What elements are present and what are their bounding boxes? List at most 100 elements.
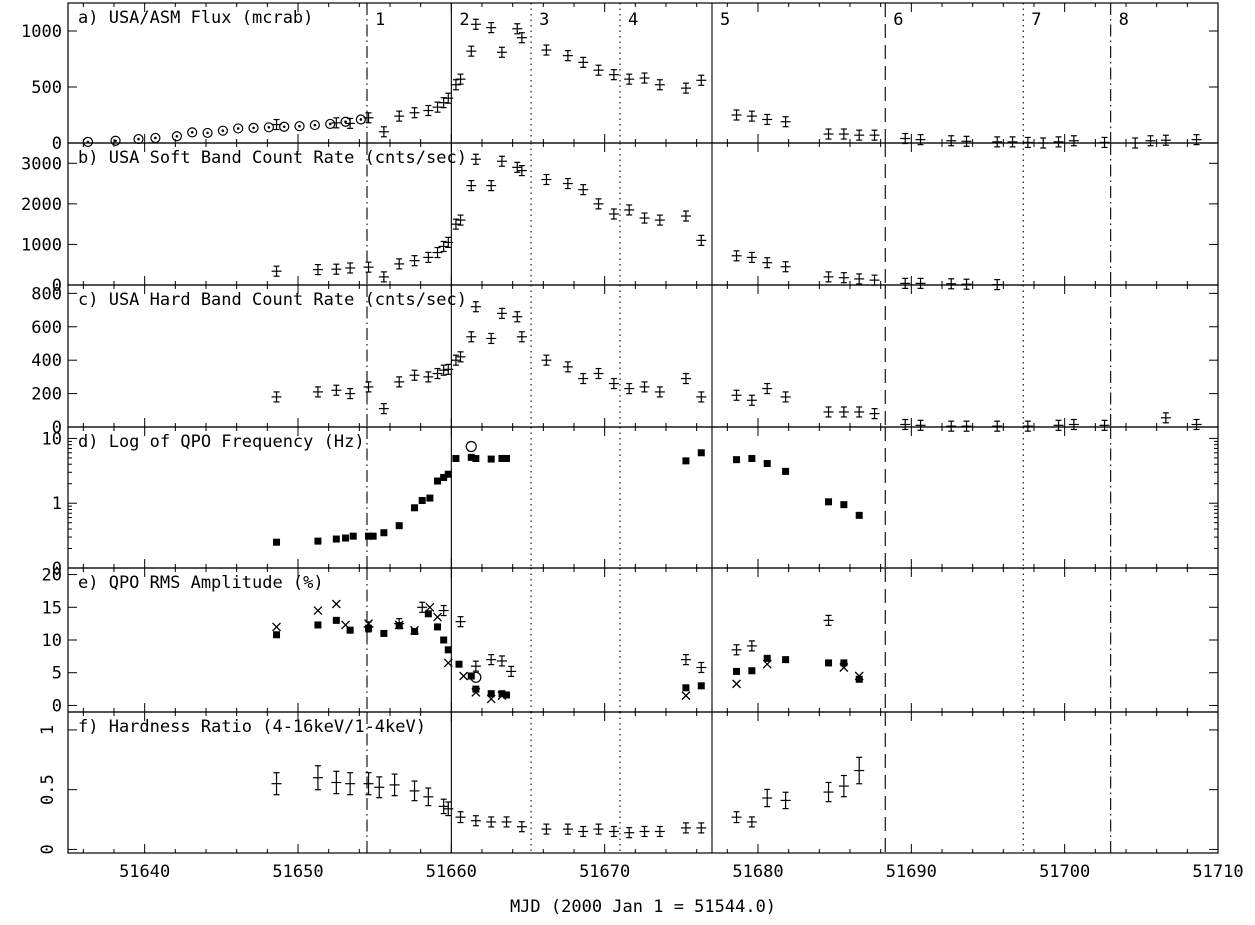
y-tick-label: 1 — [38, 725, 58, 735]
panel-6 — [67, 711, 1219, 854]
data-point — [608, 69, 619, 81]
point-dot — [154, 136, 157, 140]
data-point — [541, 354, 552, 366]
y-tick-label: 0 — [52, 418, 62, 438]
data-point — [279, 121, 290, 132]
data-point — [696, 822, 707, 834]
data-point — [498, 690, 506, 698]
data-point — [840, 659, 848, 667]
data-point — [915, 419, 926, 431]
data-point — [342, 534, 350, 542]
data-point — [378, 403, 389, 415]
data-point — [470, 153, 481, 165]
data-point — [915, 277, 926, 289]
data-point — [1053, 419, 1064, 431]
data-point — [680, 654, 691, 666]
data-point — [516, 32, 527, 44]
data-point — [486, 22, 497, 34]
data-point — [1022, 420, 1033, 432]
data-point — [271, 265, 282, 277]
data-point — [455, 73, 466, 85]
y-tick-label: 2000 — [21, 195, 62, 215]
y-tick-label: 400 — [31, 351, 62, 371]
data-point — [838, 406, 849, 418]
panel-title: a) USA/ASM Flux (mcrab) — [78, 8, 313, 28]
data-point — [946, 135, 957, 147]
data-point — [578, 56, 589, 68]
data-point — [309, 119, 320, 131]
data-point — [432, 367, 443, 380]
data-point — [325, 118, 336, 130]
data-point — [369, 532, 377, 540]
data-point — [409, 780, 420, 802]
data-point — [680, 82, 691, 94]
panel-frame — [67, 711, 1219, 854]
data-point — [423, 787, 434, 807]
data-point — [341, 620, 350, 630]
cross-b — [732, 679, 741, 689]
y-tick-label: 5 — [52, 664, 62, 684]
data-point — [271, 391, 282, 403]
point-dot — [190, 131, 194, 134]
cross-b — [681, 691, 691, 701]
data-point — [465, 440, 477, 453]
data-point — [202, 127, 213, 139]
data-point — [516, 821, 527, 833]
data-point — [133, 133, 144, 145]
data-point — [763, 459, 771, 467]
point-circle — [263, 122, 274, 133]
y-tick-label: 1000 — [21, 235, 62, 255]
data-point — [455, 351, 466, 363]
data-point — [355, 114, 366, 125]
point-dot — [137, 137, 140, 141]
data-point — [1099, 419, 1110, 431]
data-point — [345, 262, 356, 274]
data-point — [418, 497, 426, 505]
data-point — [608, 377, 619, 390]
y-tick-label: 600 — [31, 318, 62, 338]
data-point — [409, 255, 420, 267]
data-point — [472, 454, 480, 462]
point-dot — [175, 134, 179, 138]
data-point — [498, 454, 506, 462]
y-tick-label: 0 — [52, 276, 62, 296]
point-circle — [202, 127, 213, 139]
data-point — [378, 126, 389, 138]
data-point — [313, 606, 323, 616]
y-tick-label: 10 — [42, 429, 62, 449]
vertical-line-label: 6 — [893, 10, 903, 30]
data-point — [263, 122, 274, 133]
data-point — [486, 654, 497, 666]
data-point — [854, 671, 864, 681]
point-circle — [82, 136, 94, 147]
data-point — [639, 825, 650, 838]
data-point — [486, 332, 497, 345]
data-point — [746, 816, 757, 828]
data-point — [746, 640, 757, 652]
data-point — [331, 263, 342, 275]
data-point — [639, 72, 650, 84]
point-dot — [344, 120, 347, 124]
data-point — [312, 263, 323, 276]
data-point — [696, 661, 707, 674]
data-point — [471, 687, 481, 697]
data-point — [946, 420, 957, 432]
data-point — [624, 382, 635, 395]
data-point — [855, 511, 863, 519]
data-point — [486, 816, 497, 828]
cross-b — [341, 620, 350, 630]
data-point — [472, 685, 480, 693]
y-tick-label-bottom: 0 — [52, 559, 62, 579]
data-point — [1145, 135, 1156, 147]
data-point — [417, 601, 428, 613]
data-point — [331, 770, 342, 795]
data-point — [593, 823, 604, 835]
data-point — [608, 208, 619, 220]
cross-b — [854, 671, 864, 681]
y-tick-label: 0 — [38, 844, 58, 854]
cross-b — [471, 687, 481, 697]
data-point — [731, 811, 742, 824]
point-dot — [282, 125, 286, 129]
